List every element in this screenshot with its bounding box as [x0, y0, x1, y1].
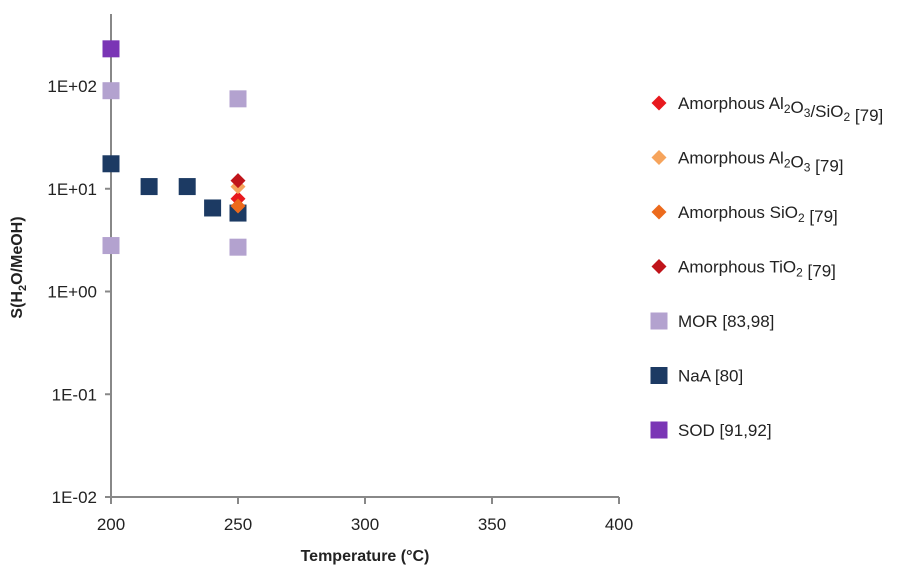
y-tick-label: 1E-01 [52, 385, 97, 404]
legend-label-part: [79] [805, 207, 838, 226]
legend-marker [651, 259, 667, 274]
x-tick-label: 200 [97, 515, 125, 534]
x-tick-label: 350 [478, 515, 506, 534]
legend-label: Amorphous SiO2 [79] [678, 203, 838, 226]
legend-label-part: O [791, 98, 804, 117]
legend-label-part: Amorphous Al [678, 149, 784, 168]
y-axis-title-suffix: O/MeOH) [9, 216, 26, 284]
y-tick-label: 1E+01 [47, 180, 97, 199]
legend-label-part: NaA [80] [678, 367, 743, 386]
legend-label-part: 2 [796, 266, 803, 280]
data-point [102, 40, 120, 58]
legend-label-part: 3 [804, 106, 811, 120]
axes: 1E-02 1E-01 1E+00 1E+01 1E+02 200 250 300 350 400 [47, 14, 633, 534]
legend-label-part: Amorphous Al [678, 94, 784, 113]
x-tick-label: 300 [351, 515, 379, 534]
legend-marker [650, 367, 668, 384]
y-tick-label: 1E+02 [47, 77, 97, 96]
data-point [140, 178, 158, 196]
legend-marker [651, 95, 667, 111]
legend-label: SOD [91,92] [678, 421, 772, 440]
data-point [230, 173, 246, 189]
data-point [102, 82, 120, 100]
y-axis-title: S(H2O/MeOH) [9, 216, 29, 318]
legend-item: Amorphous TiO2 [79] [651, 258, 836, 281]
legend-label-part: 3 [804, 161, 811, 175]
data-point [204, 199, 222, 217]
legend-label-part: 2 [784, 157, 791, 171]
legend: Amorphous Al2O3/SiO2 [79]Amorphous Al2O3… [650, 94, 883, 440]
legend-label-part: 2 [798, 211, 805, 225]
legend-item: Amorphous SiO2 [79] [651, 203, 838, 226]
legend-marker [651, 150, 667, 165]
legend-item: NaA [80] [650, 367, 743, 386]
data-point [102, 237, 120, 255]
legend-marker [650, 312, 668, 330]
legend-label: Amorphous TiO2 [79] [678, 258, 836, 281]
y-tick-label: 1E+00 [47, 283, 97, 302]
legend-label-part: Amorphous TiO [678, 258, 796, 277]
plot-area [102, 40, 247, 256]
legend-label-part: [79] [810, 157, 843, 176]
legend-item: MOR [83,98] [650, 312, 774, 331]
legend-label-part: MOR [83,98] [678, 312, 774, 331]
legend-label-part: /SiO [810, 102, 843, 121]
data-point [178, 178, 196, 196]
data-point [229, 90, 247, 108]
legend-label-part: Amorphous SiO [678, 203, 798, 222]
data-point [102, 155, 120, 173]
legend-label-part: SOD [91,92] [678, 421, 772, 440]
legend-label: MOR [83,98] [678, 312, 774, 331]
x-axis-title: Temperature (°C) [301, 548, 430, 565]
legend-label: Amorphous Al2O3 [79] [678, 149, 844, 176]
x-tick-label: 400 [605, 515, 633, 534]
legend-label-part: [79] [850, 106, 883, 125]
x-tick-label: 250 [224, 515, 252, 534]
legend-label: NaA [80] [678, 367, 743, 386]
legend-marker [651, 204, 667, 220]
legend-label-part: O [791, 153, 804, 172]
y-axis-title-sub: 2 [17, 285, 29, 291]
legend-label-part: 2 [844, 110, 851, 124]
legend-label-part: 2 [784, 102, 791, 116]
legend-label: Amorphous Al2O3/SiO2 [79] [678, 94, 883, 125]
legend-item: SOD [91,92] [650, 421, 772, 440]
y-axis-title-prefix: S(H [9, 291, 26, 319]
data-point [229, 238, 247, 256]
legend-marker [650, 421, 668, 439]
legend-item: Amorphous Al2O3 [79] [651, 149, 844, 176]
legend-label-part: [79] [803, 262, 836, 281]
data-point [230, 198, 246, 214]
y-tick-label: 1E-02 [52, 488, 97, 507]
legend-item: Amorphous Al2O3/SiO2 [79] [651, 94, 883, 125]
